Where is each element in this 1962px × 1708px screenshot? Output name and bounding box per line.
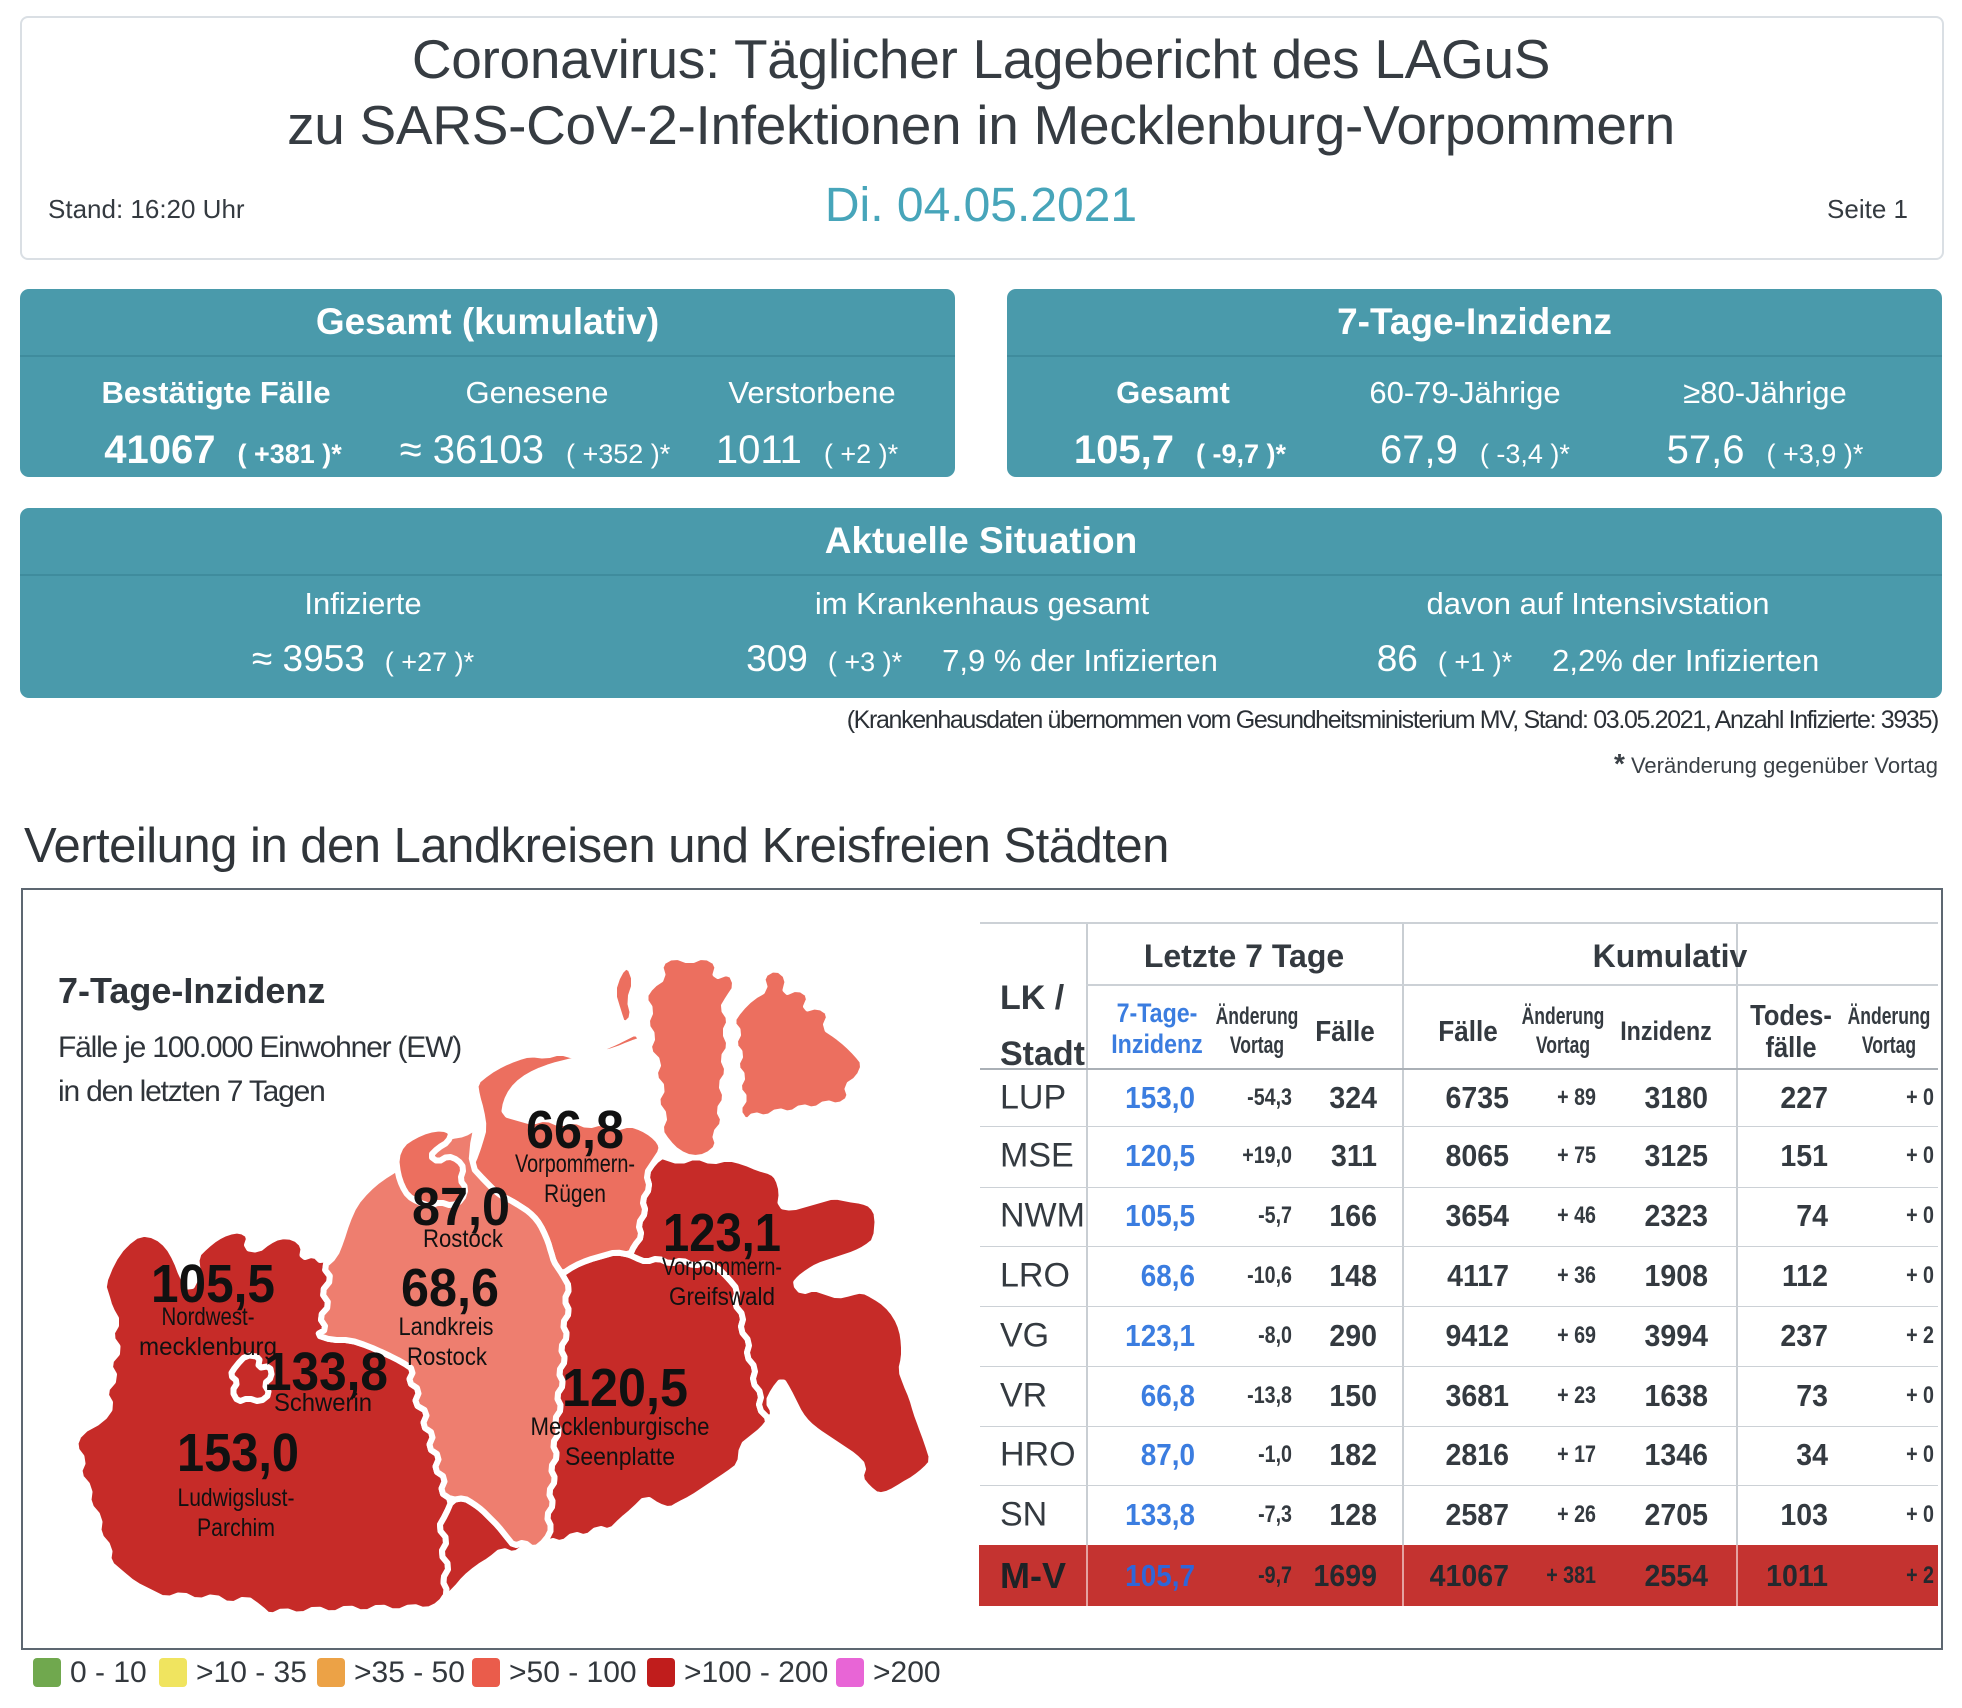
svg-text:66,8: 66,8 (526, 1100, 624, 1160)
svg-text:133,8: 133,8 (264, 1342, 388, 1402)
svg-text:123,1: 123,1 (663, 1203, 781, 1263)
svg-text:Rostock: Rostock (407, 1343, 487, 1371)
svg-text:68,6: 68,6 (401, 1258, 499, 1318)
svg-text:Rostock: Rostock (423, 1225, 503, 1253)
svg-text:Ludwigslust-: Ludwigslust- (178, 1484, 295, 1512)
svg-text:Landkreis: Landkreis (399, 1313, 494, 1341)
svg-text:Parchim: Parchim (197, 1514, 275, 1542)
svg-text:Schwerin: Schwerin (274, 1389, 372, 1417)
svg-text:Rügen: Rügen (544, 1180, 606, 1208)
svg-text:87,0: 87,0 (412, 1177, 510, 1237)
svg-text:Vorpommern-: Vorpommern- (662, 1253, 782, 1281)
svg-text:Vorpommern-: Vorpommern- (515, 1150, 635, 1178)
svg-text:Greifswald: Greifswald (669, 1283, 775, 1311)
svg-text:153,0: 153,0 (177, 1423, 299, 1483)
svg-text:mecklenburg: mecklenburg (139, 1333, 277, 1361)
svg-text:Seenplatte: Seenplatte (565, 1443, 675, 1471)
svg-text:Nordwest-: Nordwest- (162, 1303, 255, 1331)
svg-text:Mecklenburgische: Mecklenburgische (531, 1413, 710, 1441)
svg-text:120,5: 120,5 (562, 1358, 688, 1418)
svg-text:105,5: 105,5 (151, 1254, 275, 1314)
